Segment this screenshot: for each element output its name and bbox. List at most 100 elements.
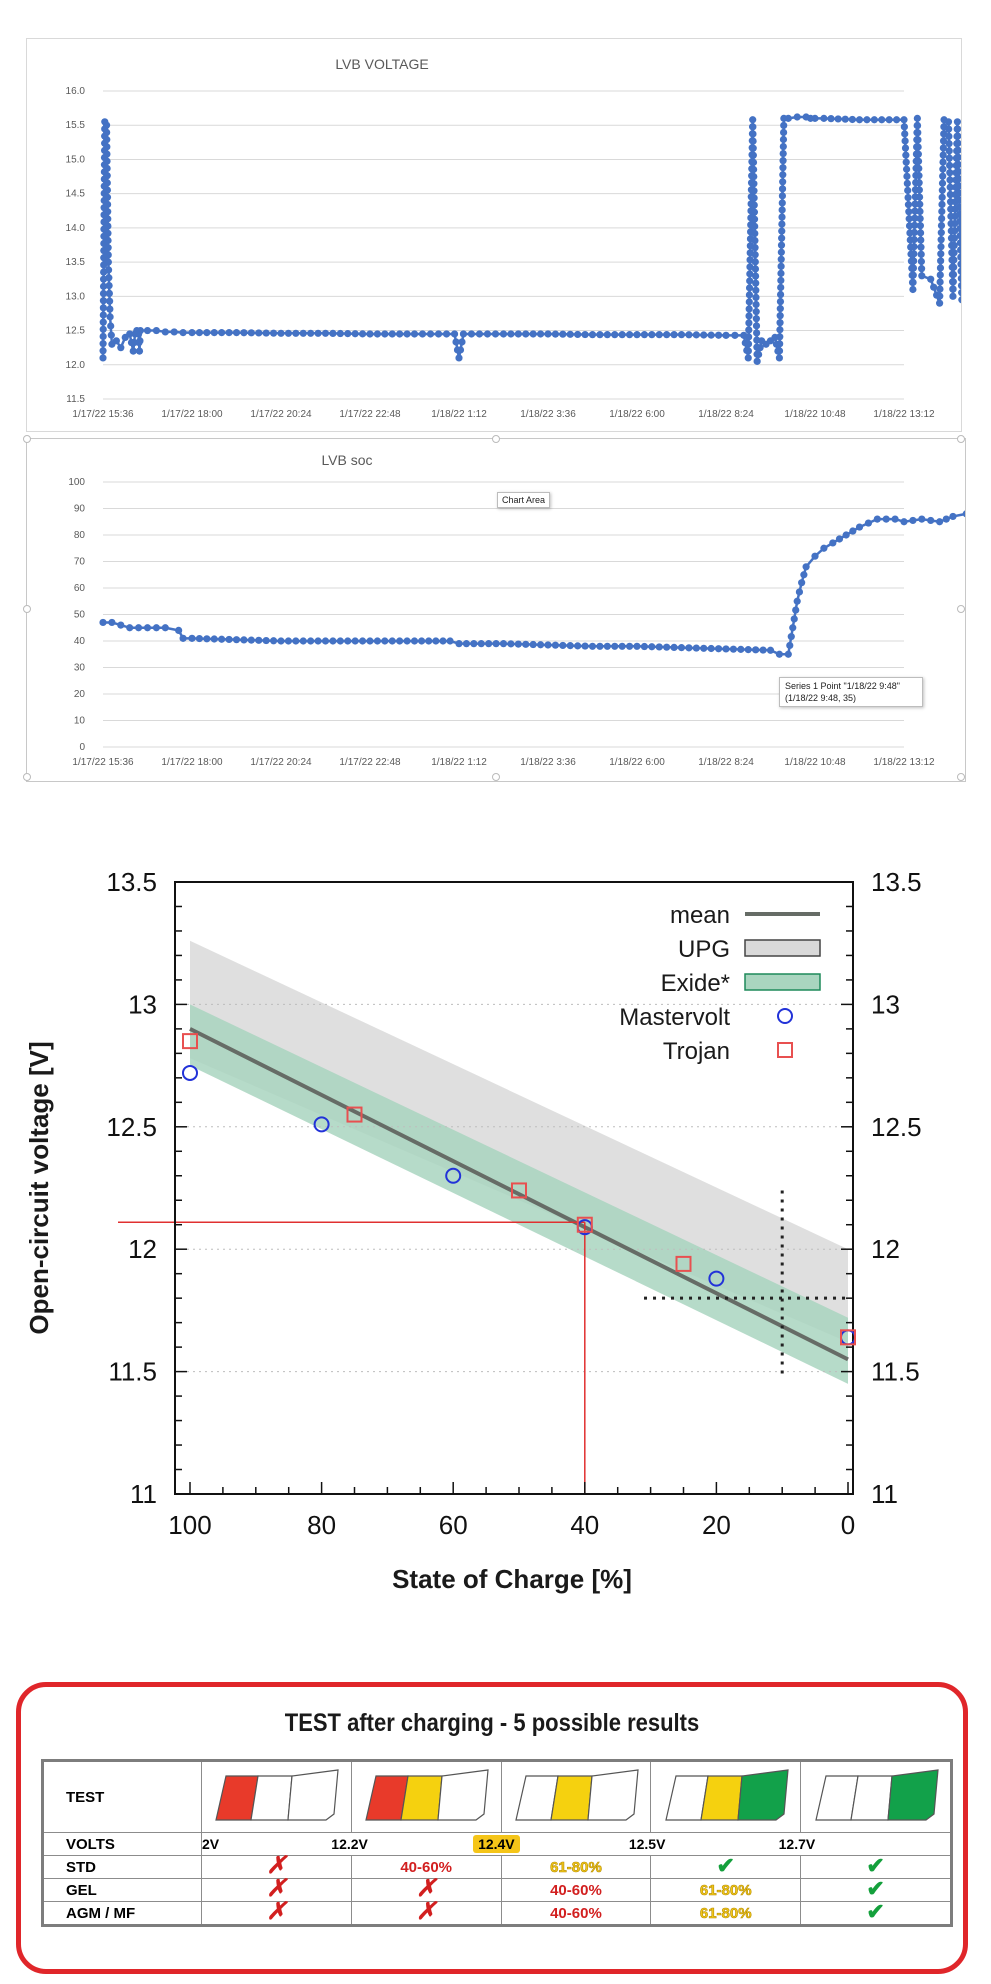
data-point (945, 125, 953, 133)
y-tick-label-right: 13.5 (871, 867, 922, 897)
data-point (99, 332, 107, 341)
result-cell: 61-80% (650, 1901, 802, 1926)
data-point (749, 151, 757, 159)
data-point (954, 160, 963, 169)
data-point (904, 193, 912, 202)
data-point (442, 330, 451, 338)
data-point (559, 330, 567, 338)
resize-handle[interactable] (23, 435, 31, 443)
y-tick-label: 80 (74, 530, 86, 541)
data-point (776, 340, 784, 348)
data-point (700, 331, 708, 339)
data-point (104, 258, 112, 266)
y-tick-label: 16.0 (66, 86, 86, 97)
data-point (566, 330, 574, 338)
data-point (737, 645, 745, 653)
result-text: 61-80% (699, 1881, 752, 1899)
data-point (916, 229, 925, 237)
data-point (905, 215, 913, 223)
x-tick-label: 20 (702, 1510, 731, 1540)
volt-cell: 12.5V (629, 1832, 801, 1856)
data-point (744, 646, 752, 654)
data-point (749, 158, 758, 166)
data-point (373, 637, 382, 645)
data-point (103, 157, 111, 165)
x-tick-label: 1/18/22 13:12 (873, 757, 935, 768)
data-point (900, 116, 908, 124)
resize-handle[interactable] (492, 435, 500, 443)
data-point (247, 329, 255, 337)
data-point (648, 643, 656, 651)
resize-handle[interactable] (23, 605, 31, 613)
data-point (939, 165, 947, 173)
data-point (255, 329, 263, 337)
resize-handle[interactable] (492, 773, 500, 781)
data-point (677, 331, 686, 339)
plot-frame (174, 881, 854, 1495)
data-point (835, 535, 844, 543)
x-tick-label: 1/18/22 6:00 (609, 409, 665, 420)
mean-line (189, 1027, 849, 1362)
data-point (240, 329, 248, 337)
data-point (938, 207, 946, 216)
data-point (467, 330, 476, 338)
data-point (103, 128, 111, 137)
chart-area-tooltip: Chart Area (497, 492, 551, 508)
data-point (99, 618, 107, 627)
y-tick-label: 13.0 (66, 291, 86, 302)
data-point (152, 326, 160, 335)
result-cell: 61-80% (500, 1855, 652, 1879)
data-point (900, 123, 908, 131)
data-point (218, 329, 226, 337)
legend-mastervolt-marker (777, 1008, 793, 1024)
resize-handle[interactable] (957, 435, 965, 443)
data-point (949, 512, 957, 521)
data-point (161, 624, 169, 632)
data-point (891, 515, 899, 523)
x-tick-label: 0 (841, 1510, 855, 1540)
data-point (99, 354, 107, 362)
data-point (939, 172, 947, 180)
data-point (507, 640, 515, 648)
data-point (864, 519, 873, 527)
data-point (901, 144, 910, 152)
data-point (104, 251, 112, 259)
data-point (544, 641, 552, 649)
data-point (170, 328, 178, 336)
volt-label-highlight: 12.4V (473, 1834, 520, 1853)
x-tick-label: 1/18/22 3:36 (520, 409, 576, 420)
data-point (855, 523, 864, 531)
resize-handle[interactable] (957, 605, 965, 613)
soc-chart-panel[interactable]: LVB soc 0 10 20 30 40 50 60 70 80 90 100 1/17/22 15:… (23, 435, 991, 782)
data-point (910, 235, 918, 244)
data-point (731, 331, 739, 339)
data-point (778, 227, 786, 235)
data-point (936, 285, 944, 293)
data-point (811, 552, 819, 560)
data-point (914, 129, 922, 137)
resize-handle[interactable] (957, 773, 965, 781)
data-point (536, 641, 545, 649)
data-point (910, 221, 919, 229)
table-row: TEST (42, 1760, 952, 1833)
test-results-box: TEST after charging - 5 possible results… (16, 1682, 968, 1974)
data-point (779, 157, 787, 165)
y-tick-label: 100 (68, 477, 85, 488)
data-point (426, 330, 435, 338)
volt-label: 12.2V (331, 1835, 368, 1852)
result-cell: ✗ (350, 1877, 502, 1902)
data-point (477, 640, 485, 648)
data-point (750, 165, 758, 174)
resize-handle[interactable] (23, 773, 31, 781)
data-point (916, 214, 924, 223)
data-point (247, 636, 255, 644)
data-point (483, 330, 492, 338)
data-point (745, 333, 753, 341)
data-point (779, 171, 787, 179)
data-point (596, 331, 604, 339)
data-point (927, 275, 935, 283)
data-point (913, 121, 922, 130)
data-point (292, 637, 300, 645)
data-point (135, 347, 144, 355)
x-tick-label: 100 (168, 1510, 211, 1540)
